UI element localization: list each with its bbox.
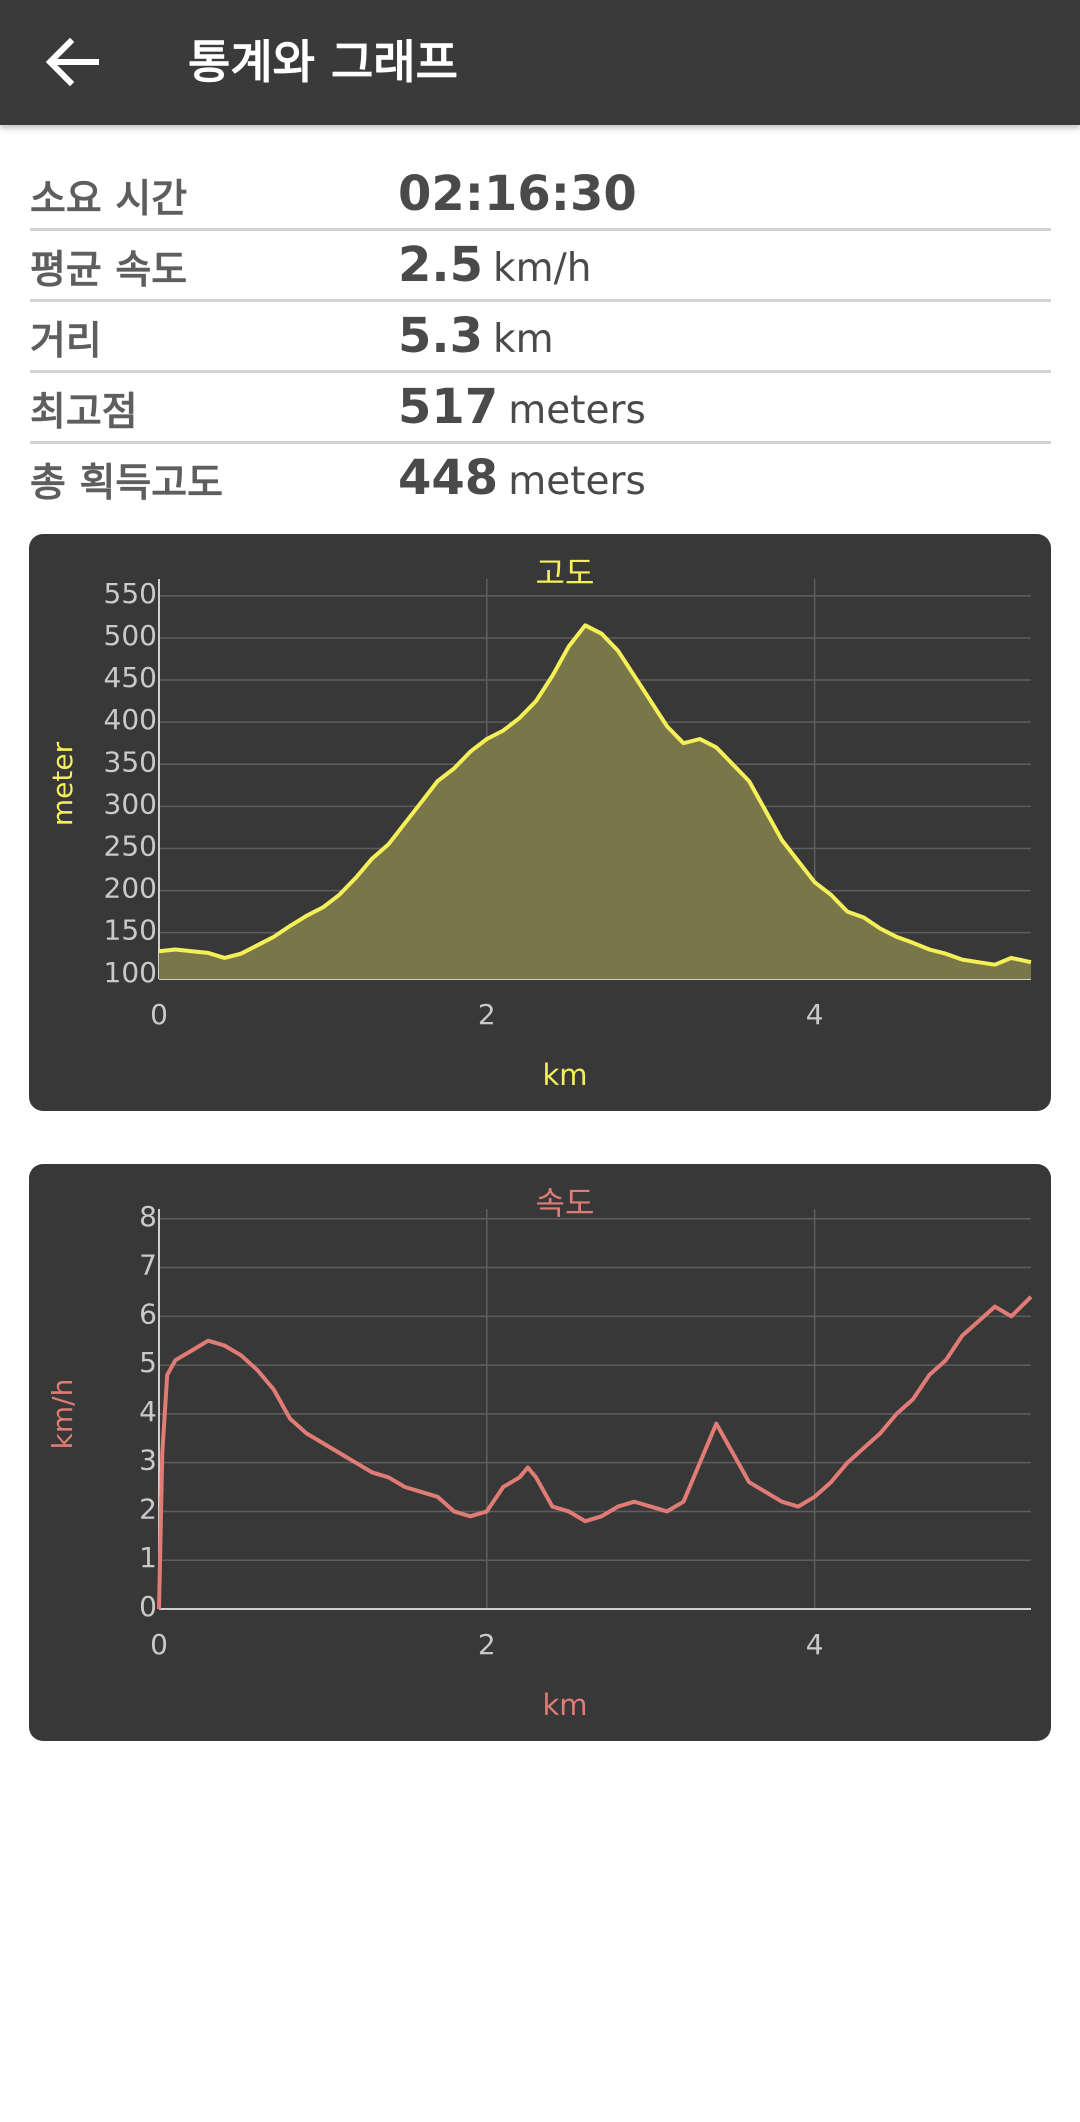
stat-value: 2.5 km/h (398, 237, 591, 293)
x-tick-label: 2 (478, 998, 496, 1031)
speed-chart-card: 0 1 2 3 4 5 6 7 8 0 2 4 속도 km km/h (29, 1164, 1051, 1741)
stat-unit: km/h (493, 246, 592, 291)
altitude-chart: 100 150 200 250 300 350 400 450 500 550 0 2 4 고도 km met… (46, 554, 1032, 1092)
stat-number: 517 (398, 379, 499, 435)
stat-row-duration: 소요 시간 02:16:30 (30, 160, 1051, 231)
altitude-area-fill (159, 625, 1031, 979)
stat-unit: km (493, 317, 554, 362)
altitude-chart-card: 100 150 200 250 300 350 400 450 500 550 0 2 4 고도 km met… (29, 534, 1051, 1111)
stat-value: 448 meters (398, 450, 646, 506)
stats-table: 소요 시간 02:16:30 평균 속도 2.5 km/h 거리 5.3 km 최고… (30, 160, 1051, 515)
x-axis-label: km (542, 1058, 587, 1092)
stat-label: 평균 속도 (30, 248, 188, 293)
y-tick-label: 150 (104, 914, 157, 947)
y-tick-label: 3 (139, 1444, 157, 1477)
y-tick-label: 5 (139, 1346, 157, 1379)
y-tick-label: 2 (139, 1492, 157, 1525)
speed-series-line (157, 1295, 1033, 1610)
stat-row-distance: 거리 5.3 km (30, 302, 1051, 373)
x-tick-label: 4 (806, 1628, 824, 1661)
stat-unit: meters (508, 388, 646, 433)
y-tick-label: 450 (104, 661, 157, 694)
stat-number: 448 (398, 450, 499, 506)
stat-value: 517 meters (398, 379, 646, 435)
x-tick-label: 4 (806, 998, 824, 1031)
x-axis-label: km (542, 1688, 587, 1722)
speed-chart: 0 1 2 3 4 5 6 7 8 0 2 4 속도 km km/h (46, 1184, 1033, 1722)
stat-number: 02:16:30 (398, 166, 637, 222)
back-button[interactable] (38, 30, 108, 94)
y-tick-label: 8 (139, 1200, 157, 1233)
y-tick-label: 100 (104, 956, 157, 989)
stat-value: 02:16:30 (398, 166, 637, 222)
y-tick-label: 7 (139, 1249, 157, 1282)
x-tick-label: 2 (478, 1628, 496, 1661)
y-tick-label: 550 (104, 577, 157, 610)
x-tick-label: 0 (150, 1628, 168, 1661)
y-tick-label: 6 (139, 1297, 157, 1330)
stat-label: 최고점 (30, 390, 138, 435)
y-tick-label: 500 (104, 619, 157, 652)
stat-number: 5.3 (398, 308, 484, 364)
stat-label: 소요 시간 (30, 177, 188, 222)
altitude-series-line (158, 623, 1032, 967)
y-tick-label: 200 (104, 872, 157, 905)
page-title: 통계와 그래프 (188, 35, 458, 89)
stat-row-elevation-gain: 총 획득고도 448 meters (30, 444, 1051, 515)
stat-unit: meters (508, 459, 646, 504)
stat-number: 2.5 (398, 237, 484, 293)
arrow-left-icon (38, 30, 108, 94)
stat-row-max-altitude: 최고점 517 meters (30, 373, 1051, 444)
y-tick-label: 400 (104, 703, 157, 736)
y-tick-label: 0 (139, 1590, 157, 1623)
stat-row-avg-speed: 평균 속도 2.5 km/h (30, 231, 1051, 302)
y-axis-label: meter (46, 741, 79, 826)
y-tick-label: 350 (104, 745, 157, 778)
y-tick-label: 1 (139, 1541, 157, 1574)
stat-value: 5.3 km (398, 308, 554, 364)
chart-title: 고도 (536, 554, 595, 592)
y-tick-label: 4 (139, 1395, 157, 1428)
y-tick-label: 250 (104, 829, 157, 862)
x-tick-label: 0 (150, 998, 168, 1031)
chart-title: 속도 (536, 1184, 595, 1222)
stat-label: 총 획득고도 (30, 461, 223, 506)
app-bar: 통계와 그래프 (0, 0, 1080, 125)
y-tick-label: 300 (104, 787, 157, 820)
y-axis-label: km/h (46, 1379, 79, 1450)
stat-label: 거리 (30, 319, 102, 364)
